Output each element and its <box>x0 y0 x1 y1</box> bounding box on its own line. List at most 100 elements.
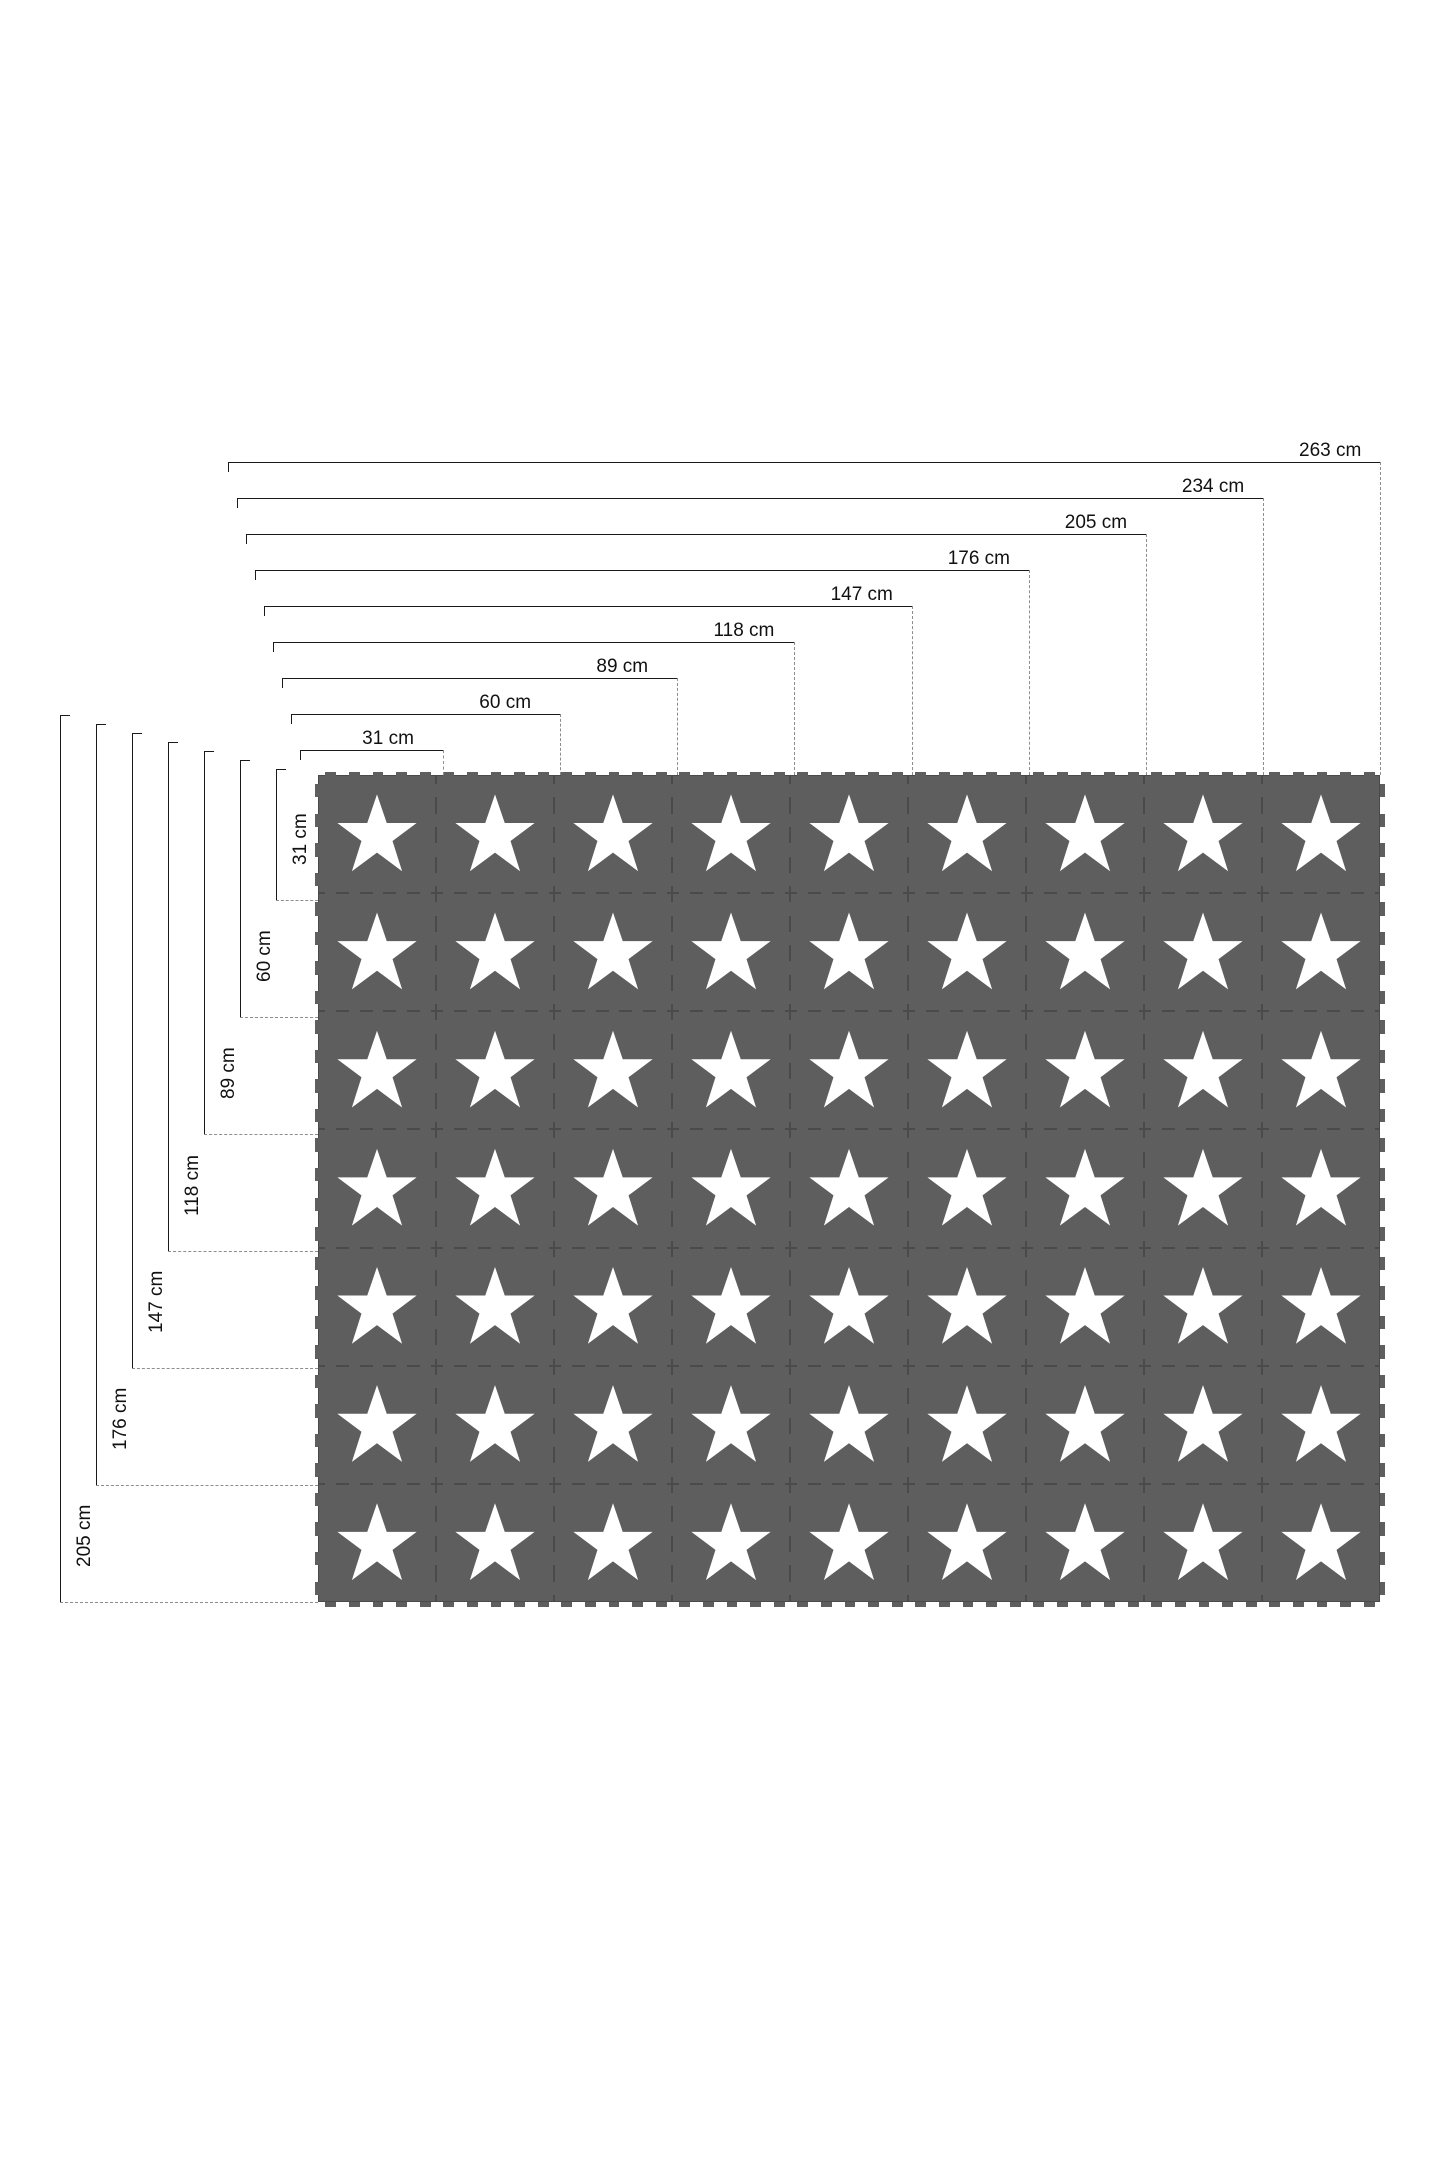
tile-nub <box>669 961 674 975</box>
dimension-label-width-263: 263 cm <box>1292 440 1369 462</box>
star-icon <box>927 1385 1007 1462</box>
tile-nub <box>1259 1345 1264 1359</box>
tile-nub <box>1316 1008 1328 1014</box>
mat-tile <box>551 1008 677 1135</box>
tile-nub <box>1141 931 1146 946</box>
tile-nub <box>1023 1345 1028 1359</box>
tile-nub <box>1023 931 1028 946</box>
tile-nub <box>669 931 674 946</box>
tile-nub <box>1127 890 1139 896</box>
tile-nub <box>1023 1551 1028 1566</box>
tile-nub <box>1141 1108 1146 1123</box>
star-icon <box>455 912 535 990</box>
dimension-tick <box>60 715 70 716</box>
mat-tile <box>669 1244 795 1371</box>
tile-nub <box>1175 1008 1186 1014</box>
tile-nub <box>315 1168 320 1182</box>
tile-nub <box>1009 890 1021 896</box>
dimension-label-height-89: 89 cm <box>218 1040 240 1107</box>
tile-nub <box>773 1480 785 1486</box>
tile-nub <box>325 772 337 777</box>
tile-nub <box>632 1008 643 1014</box>
tile-nub <box>349 1601 360 1607</box>
tile-nub <box>669 813 674 827</box>
tile-nub <box>396 1480 407 1486</box>
tile-nub <box>315 872 320 887</box>
star-icon <box>691 794 771 872</box>
tile-nub <box>1269 1126 1281 1132</box>
tile-nub <box>1245 890 1257 896</box>
tile-nub <box>726 1244 738 1250</box>
tile-nub <box>396 1362 407 1368</box>
tile-nub <box>1380 1551 1385 1566</box>
mat-tile <box>1141 1480 1267 1607</box>
tile-nub <box>1316 1601 1328 1607</box>
tile-nub <box>1141 1463 1146 1477</box>
tile-nub <box>1141 1345 1146 1359</box>
tile-nub <box>787 1315 792 1330</box>
tile-nub <box>787 1433 792 1448</box>
tile-nub <box>537 1480 549 1486</box>
tile-nub <box>905 1227 910 1241</box>
dimension-tick <box>300 750 301 760</box>
star-icon <box>1045 1266 1125 1344</box>
tile-nub <box>787 1108 792 1123</box>
mat-tile <box>1259 772 1385 899</box>
tile-nub <box>797 1480 809 1486</box>
tile-nub <box>1198 1480 1210 1486</box>
tile-nub <box>797 1244 809 1250</box>
dimension-tick <box>273 642 274 652</box>
dimension-line-horizontal <box>264 606 912 607</box>
tile-nub <box>1259 843 1264 857</box>
tile-nub <box>868 1008 879 1014</box>
mat-tile <box>1023 1362 1149 1489</box>
extension-line-horizontal <box>60 1602 318 1603</box>
mat-tile <box>433 772 559 899</box>
tile-nub <box>1141 1138 1146 1152</box>
mat-tile <box>1023 1480 1149 1607</box>
tile-nub <box>433 902 438 916</box>
star-icon <box>337 1503 417 1581</box>
tile-nub <box>1222 890 1233 896</box>
tile-nub <box>1363 772 1375 777</box>
tile-nub <box>433 784 438 798</box>
tile-nub <box>490 890 502 896</box>
tile-nub <box>655 772 667 777</box>
extension-line-horizontal <box>168 1251 318 1253</box>
tile-nub <box>467 1601 478 1607</box>
tile-nub <box>1259 1463 1264 1477</box>
tile-nub <box>939 1480 950 1486</box>
tile-nub <box>669 1315 674 1330</box>
tile-nub <box>787 1522 792 1536</box>
star-icon <box>927 1266 1007 1344</box>
tile-nub <box>669 1227 674 1241</box>
tile-nub <box>1057 1601 1068 1607</box>
tile-nub <box>372 1126 384 1132</box>
star-icon <box>1163 794 1243 872</box>
extension-line-vertical <box>1028 570 1030 775</box>
tile-nub <box>1245 1244 1257 1250</box>
extension-line-horizontal <box>96 1485 318 1486</box>
tile-nub <box>1104 1244 1115 1250</box>
tile-nub <box>585 1362 596 1368</box>
tile-nub <box>467 890 478 896</box>
tile-nub <box>868 1362 879 1368</box>
tile-nub <box>1259 1049 1264 1064</box>
star-icon <box>337 794 417 872</box>
tile-nub <box>962 1008 974 1014</box>
mat-tile <box>905 1244 1031 1371</box>
dimension-line-vertical <box>132 733 133 1369</box>
extension-line-vertical <box>560 714 562 775</box>
tile-nub <box>608 1480 620 1486</box>
tile-nub <box>787 1404 792 1418</box>
star-icon <box>455 794 535 872</box>
tile-nub <box>1259 1108 1264 1123</box>
mat-tile <box>669 1126 795 1253</box>
tile-nub <box>1380 1197 1385 1211</box>
star-icon <box>927 1148 1007 1226</box>
tile-nub <box>669 902 674 916</box>
mat-tile <box>1141 1008 1267 1135</box>
mat-tile <box>551 1480 677 1607</box>
tile-nub <box>1009 1362 1021 1368</box>
star-icon <box>455 1030 535 1108</box>
